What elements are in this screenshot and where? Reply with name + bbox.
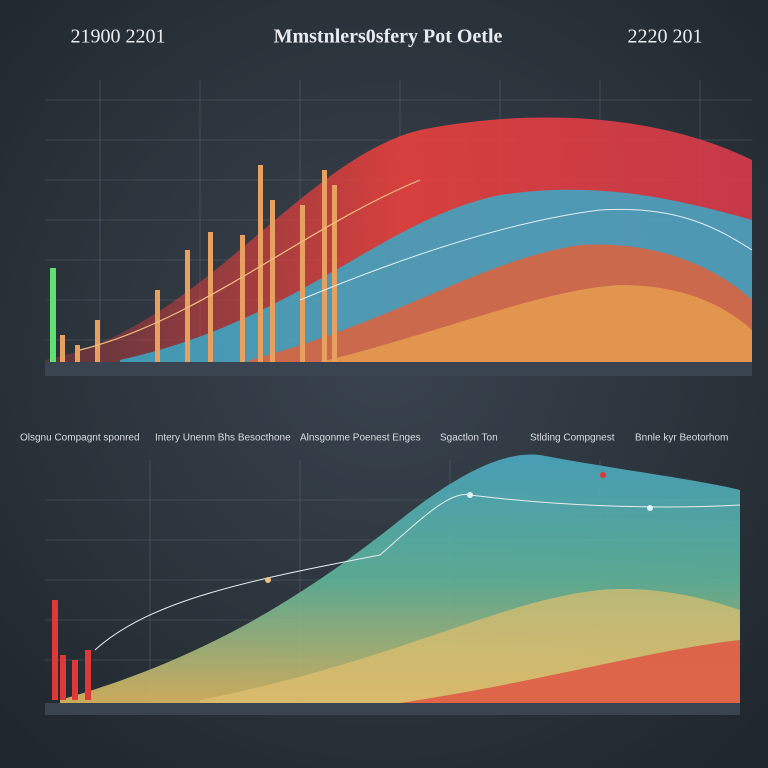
legend-entry: Olsgnu Compagnt sponred <box>20 433 140 444</box>
green-bar <box>50 268 56 363</box>
legend-entry: Sgactlon Ton <box>440 433 498 444</box>
x-axis-strip <box>45 362 752 376</box>
lower-panel: Olsgnu Compagnt sponred Intery Unenm Bhs… <box>20 433 741 715</box>
header-title: Mmstnlers0sfery Pot Oetle <box>274 26 503 48</box>
header-right: 2220 201 <box>628 26 703 48</box>
trend-line <box>299 208 753 301</box>
legend-entry: Bnnle kyr Beotorhom <box>635 433 728 444</box>
yellow-area <box>320 285 752 365</box>
marker <box>647 505 653 511</box>
bars <box>60 165 337 363</box>
marker <box>265 577 271 583</box>
legend-entry: Intery Unenm Bhs Besocthone <box>155 433 291 444</box>
marker <box>467 492 473 498</box>
legend-entry: Alnsgonme Poenest Enges <box>300 433 421 444</box>
legend-entry: Stlding Compgnest <box>530 433 615 444</box>
red-area <box>400 640 740 705</box>
upper-panel <box>45 80 753 376</box>
header-left: 21900 2201 <box>71 26 166 48</box>
trend-line <box>79 179 421 351</box>
red-bars <box>52 600 91 700</box>
trend-line <box>94 493 741 651</box>
x-axis-strip <box>45 703 740 715</box>
marker <box>600 472 606 478</box>
